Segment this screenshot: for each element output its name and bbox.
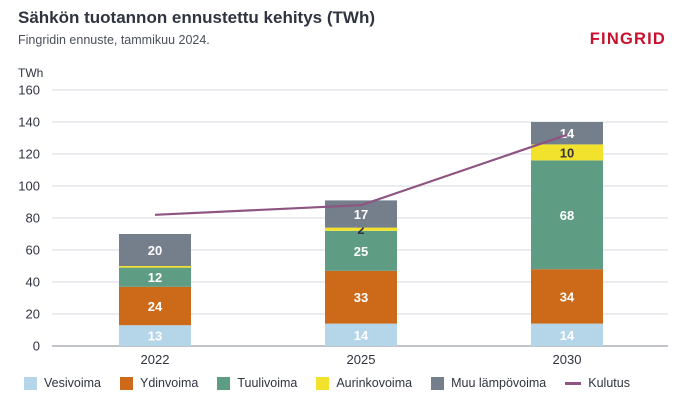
y-tick-label: 80 xyxy=(26,211,40,226)
bar-segment-aurinkovoima xyxy=(119,266,191,268)
legend-label: Aurinkovoima xyxy=(336,376,413,390)
legend-item: Vesivoima xyxy=(24,376,101,390)
x-tick-label: 2030 xyxy=(553,352,582,367)
bar-segment-vesivoima xyxy=(119,325,191,346)
legend-swatch xyxy=(119,376,133,390)
y-tick-label: 40 xyxy=(26,275,40,290)
bar-segment-ydinvoima xyxy=(325,270,397,324)
chart-title: Sähkön tuotannon ennustettu kehitys (TWh… xyxy=(18,8,375,27)
legend-label: Ydinvoima xyxy=(139,376,199,390)
bar-segment-tuulivoima xyxy=(325,230,397,271)
bar-value-label: 10 xyxy=(560,145,574,160)
legend-swatch xyxy=(24,376,37,390)
bar-value-label: 14 xyxy=(560,126,575,141)
y-tick-label: 120 xyxy=(18,147,40,162)
bar-segment-vesivoima xyxy=(531,323,603,346)
bar-segment-tuulivoima xyxy=(119,267,191,287)
bar-value-label: 25 xyxy=(354,244,368,259)
stacked-bar-chart: 0 20 40 60 80 100 120 140 160 TWh 13 24 12 20 2022 14 33… xyxy=(18,66,668,367)
bar-segment-muu-l-mp-voima xyxy=(531,122,603,145)
y-tick-label: 140 xyxy=(18,115,40,130)
legend-swatch xyxy=(217,376,231,390)
bar-segment-vesivoima xyxy=(325,323,397,346)
x-tick-label: 2025 xyxy=(347,352,376,367)
chart-subtitle: Fingridin ennuste, tammikuu 2024. xyxy=(18,33,210,47)
y-tick-label: 60 xyxy=(26,243,40,258)
legend-item: Kulutus xyxy=(565,376,630,390)
bar-value-label: 34 xyxy=(560,289,575,304)
legend-swatch xyxy=(316,376,330,390)
bar-segment-ydinvoima xyxy=(119,286,191,326)
bar-segment-aurinkovoima xyxy=(531,144,603,161)
y-tick-label: 0 xyxy=(33,339,40,354)
legend-item: Aurinkovoima xyxy=(316,376,412,390)
bar-value-label: 13 xyxy=(148,329,162,344)
y-tick-label: 100 xyxy=(18,179,40,194)
bar-value-label: 12 xyxy=(148,270,162,285)
bar-segment-muu-l-mp-voima xyxy=(119,234,191,266)
bar-value-label: 20 xyxy=(148,243,162,258)
bar-value-label: 24 xyxy=(148,299,163,314)
bar-value-label: 33 xyxy=(354,290,368,305)
y-axis-label: TWh xyxy=(18,66,43,80)
bar-value-label: 14 xyxy=(560,328,575,343)
bar-value-label: 68 xyxy=(560,208,574,223)
bar-value-label: 14 xyxy=(354,328,369,343)
bar-segment-aurinkovoima xyxy=(325,227,397,231)
legend-label: Tuulivoima xyxy=(237,376,298,390)
legend-label: Vesivoima xyxy=(44,376,101,390)
bar-segment-tuulivoima xyxy=(531,160,603,270)
y-tick-label: 160 xyxy=(18,83,40,98)
fingrid-logo: FINGRID xyxy=(589,30,666,48)
legend-label: Kulutus xyxy=(588,376,630,390)
legend-label: Muu lämpövoima xyxy=(451,376,547,390)
kulutus-line xyxy=(154,133,568,216)
bar-segment-ydinvoima xyxy=(531,269,603,324)
legend-item: Muu lämpövoima xyxy=(431,376,546,390)
bar-value-label: 2 xyxy=(357,222,364,237)
y-tick-label: 20 xyxy=(26,307,40,322)
legend-item: Ydinvoima xyxy=(119,376,199,390)
legend-swatch xyxy=(431,376,445,390)
x-tick-label: 2022 xyxy=(141,352,170,367)
legend-item: Tuulivoima xyxy=(217,376,297,390)
chart-legend: Vesivoima Ydinvoima Tuulivoima Aurinkovoima… xyxy=(24,376,630,390)
bar-value-label: 17 xyxy=(354,207,368,222)
legend-line-swatch xyxy=(565,381,582,385)
